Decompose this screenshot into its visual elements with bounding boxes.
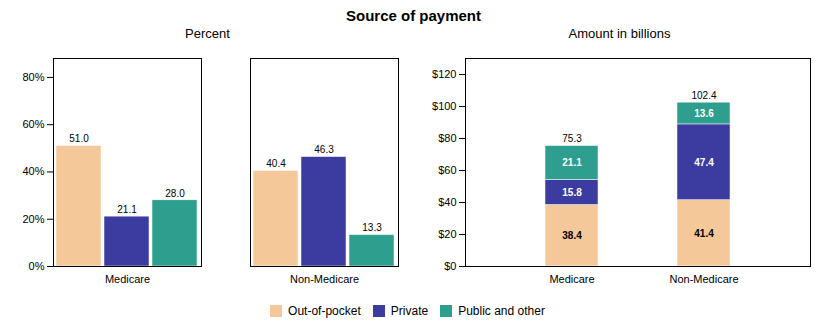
svg-text:28.0: 28.0 bbox=[165, 188, 185, 199]
svg-text:38.4: 38.4 bbox=[562, 230, 582, 241]
svg-text:$0: $0 bbox=[444, 260, 456, 272]
svg-text:21.1: 21.1 bbox=[117, 204, 137, 215]
svg-text:Medicare: Medicare bbox=[104, 273, 149, 285]
svg-text:41.4: 41.4 bbox=[694, 228, 714, 239]
html-text:Amount in billions: Amount in billions bbox=[568, 26, 671, 41]
svg-text:51.0: 51.0 bbox=[69, 133, 89, 144]
svg-text:13.3: 13.3 bbox=[362, 222, 382, 233]
html-text:Private: Private bbox=[390, 303, 429, 318]
svg-text:40.4: 40.4 bbox=[266, 158, 286, 169]
svg-text:$40: $40 bbox=[438, 196, 456, 208]
svg-text:13.6: 13.6 bbox=[694, 108, 714, 119]
svg-text:Medicare: Medicare bbox=[549, 273, 594, 285]
svg-text:Non-Medicare: Non-Medicare bbox=[669, 273, 738, 285]
html-text:Source of payment: Source of payment bbox=[346, 7, 481, 24]
svg-text:40%: 40% bbox=[22, 165, 44, 177]
svg-text:60%: 60% bbox=[22, 118, 44, 130]
svg-text:102.4: 102.4 bbox=[691, 90, 716, 101]
svg-text:47.4: 47.4 bbox=[694, 157, 714, 168]
svg-text:$80: $80 bbox=[438, 132, 456, 144]
svg-text:$60: $60 bbox=[438, 164, 456, 176]
svg-text:0%: 0% bbox=[28, 260, 44, 272]
svg-text:75.3: 75.3 bbox=[562, 133, 582, 144]
html-text:Out-of-pocket: Out-of-pocket bbox=[288, 303, 361, 318]
svg-text:$100: $100 bbox=[432, 100, 456, 112]
svg-text:$120: $120 bbox=[432, 68, 456, 80]
svg-text:20%: 20% bbox=[22, 213, 44, 225]
svg-text:80%: 80% bbox=[22, 71, 44, 83]
svg-text:46.3: 46.3 bbox=[314, 144, 334, 155]
html-text:Public and other: Public and other bbox=[458, 303, 545, 318]
svg-text:15.8: 15.8 bbox=[562, 187, 582, 198]
svg-text:$20: $20 bbox=[438, 228, 456, 240]
html-text:Percent: Percent bbox=[185, 26, 230, 41]
svg-text:Non-Medicare: Non-Medicare bbox=[289, 273, 358, 285]
svg-text:21.1: 21.1 bbox=[562, 157, 582, 168]
